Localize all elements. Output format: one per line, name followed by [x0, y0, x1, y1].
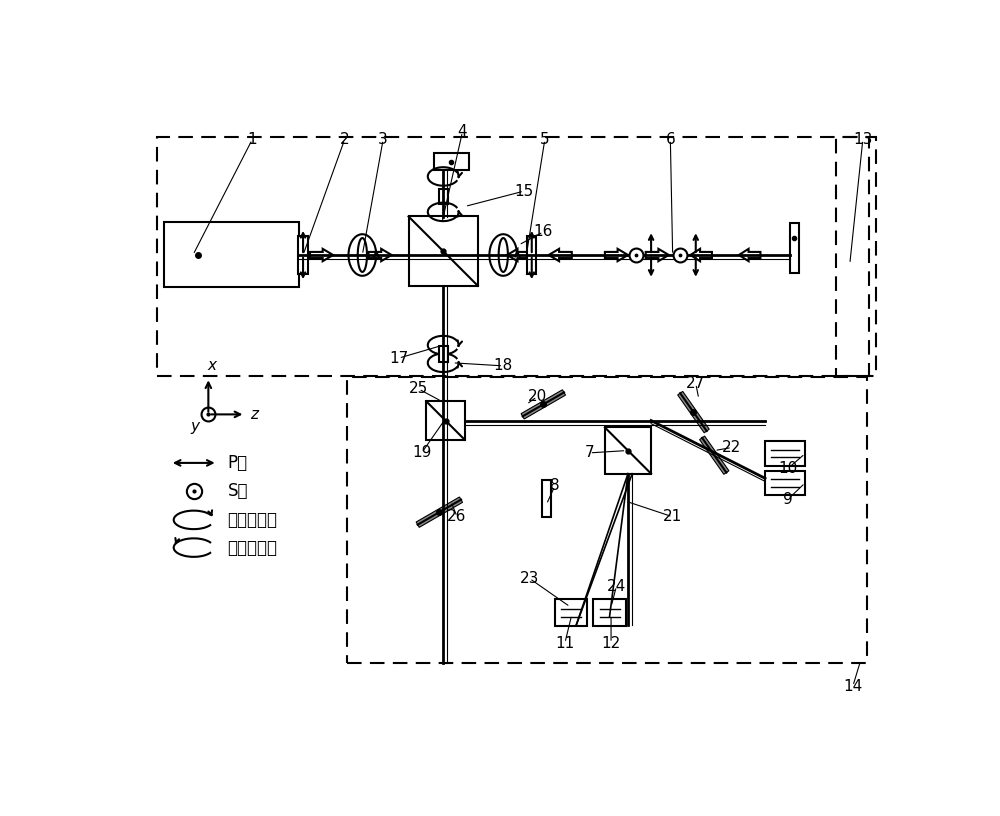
Bar: [765, 471, 805, 495]
Polygon shape: [739, 249, 760, 261]
Text: x: x: [207, 357, 216, 373]
Bar: [409, 216, 478, 286]
Polygon shape: [416, 497, 463, 527]
Text: 22: 22: [722, 440, 742, 455]
Polygon shape: [678, 392, 709, 432]
Text: 1: 1: [247, 132, 257, 147]
Bar: [555, 599, 587, 626]
Text: 14: 14: [843, 679, 862, 694]
Text: 27: 27: [686, 376, 705, 391]
Text: 5: 5: [540, 132, 550, 147]
Polygon shape: [690, 249, 712, 261]
Text: 19: 19: [412, 446, 431, 460]
Bar: [542, 480, 551, 517]
Bar: [434, 153, 469, 171]
Polygon shape: [310, 249, 333, 261]
Text: S光: S光: [228, 482, 248, 500]
Polygon shape: [646, 249, 669, 261]
Bar: [439, 188, 448, 204]
Bar: [790, 224, 799, 273]
Text: 15: 15: [514, 184, 534, 198]
Text: 26: 26: [447, 509, 467, 525]
Text: 左旋偏振光: 左旋偏振光: [228, 511, 278, 529]
Text: 12: 12: [601, 636, 621, 650]
Polygon shape: [521, 390, 566, 419]
Bar: [605, 428, 651, 473]
Text: 9: 9: [783, 491, 793, 507]
Bar: [765, 441, 805, 466]
Text: P光: P光: [228, 454, 248, 472]
Text: 16: 16: [534, 224, 553, 239]
Text: 25: 25: [409, 382, 428, 397]
Bar: [426, 401, 465, 440]
Bar: [439, 346, 448, 361]
Text: y: y: [190, 419, 199, 434]
Polygon shape: [507, 249, 530, 261]
Text: 3: 3: [378, 132, 388, 147]
Text: 4: 4: [458, 124, 467, 140]
Text: 6: 6: [665, 132, 675, 147]
Text: 7: 7: [585, 446, 594, 460]
Bar: [298, 236, 308, 274]
Bar: [164, 222, 299, 287]
Polygon shape: [605, 249, 628, 261]
Text: 18: 18: [494, 358, 513, 374]
Bar: [527, 236, 536, 274]
Polygon shape: [700, 436, 729, 474]
Polygon shape: [549, 249, 572, 261]
Text: 24: 24: [607, 579, 626, 593]
Text: 23: 23: [520, 571, 539, 586]
Polygon shape: [369, 249, 392, 261]
Text: 10: 10: [779, 461, 798, 476]
Text: 17: 17: [389, 351, 408, 366]
Text: 20: 20: [528, 389, 547, 404]
Text: 21: 21: [663, 509, 682, 525]
Text: 右旋偏振光: 右旋偏振光: [228, 539, 278, 557]
Text: z: z: [250, 407, 258, 422]
Text: 2: 2: [340, 132, 349, 147]
Text: 8: 8: [550, 478, 560, 494]
Text: 13: 13: [853, 132, 873, 147]
Text: 11: 11: [555, 636, 574, 650]
Bar: [593, 599, 626, 626]
